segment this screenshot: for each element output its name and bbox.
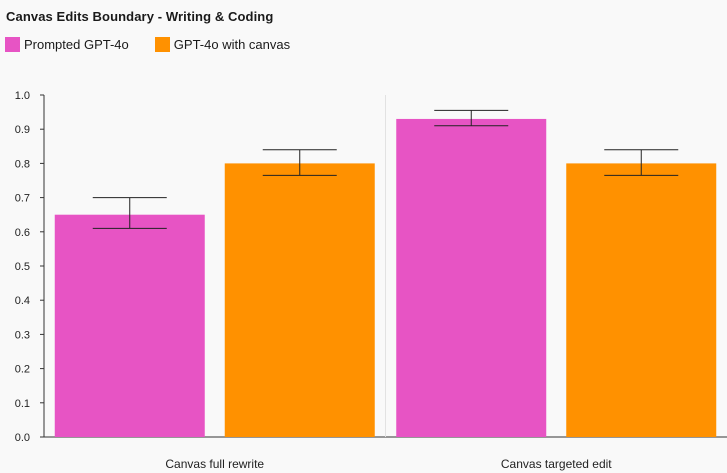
y-tick-label: 1.0 (15, 90, 30, 102)
y-tick-label: 0.4 (15, 295, 30, 307)
bar (224, 163, 375, 437)
legend-label-prompted: Prompted GPT-4o (24, 37, 129, 52)
y-tick-label: 0.2 (15, 364, 30, 376)
y-tick-label: 0.7 (15, 193, 30, 205)
y-tick-label: 0.6 (15, 227, 30, 239)
legend-item-canvas: GPT-4o with canvas (154, 37, 291, 52)
x-category-label: Canvas targeted edit (501, 457, 612, 471)
legend-item-prompted: Prompted GPT-4o (5, 37, 129, 52)
y-tick-label: 0.5 (15, 261, 30, 273)
bar (566, 163, 717, 437)
y-tick-label: 0.8 (15, 158, 30, 170)
x-category-label: Canvas full rewrite (165, 457, 264, 471)
chart-title: Canvas Edits Boundary - Writing & Coding (6, 9, 274, 24)
legend-swatch-prompted (5, 37, 20, 52)
y-tick-label: 0.9 (15, 124, 30, 136)
legend: Prompted GPT-4o GPT-4o with canvas (5, 37, 316, 52)
legend-label-canvas: GPT-4o with canvas (173, 37, 291, 52)
legend-swatch-canvas (154, 37, 170, 52)
bar (54, 214, 205, 437)
y-tick-label: 0.0 (15, 432, 30, 444)
y-tick-label: 0.1 (15, 398, 30, 410)
bar (396, 118, 547, 437)
y-tick-label: 0.3 (15, 329, 30, 341)
